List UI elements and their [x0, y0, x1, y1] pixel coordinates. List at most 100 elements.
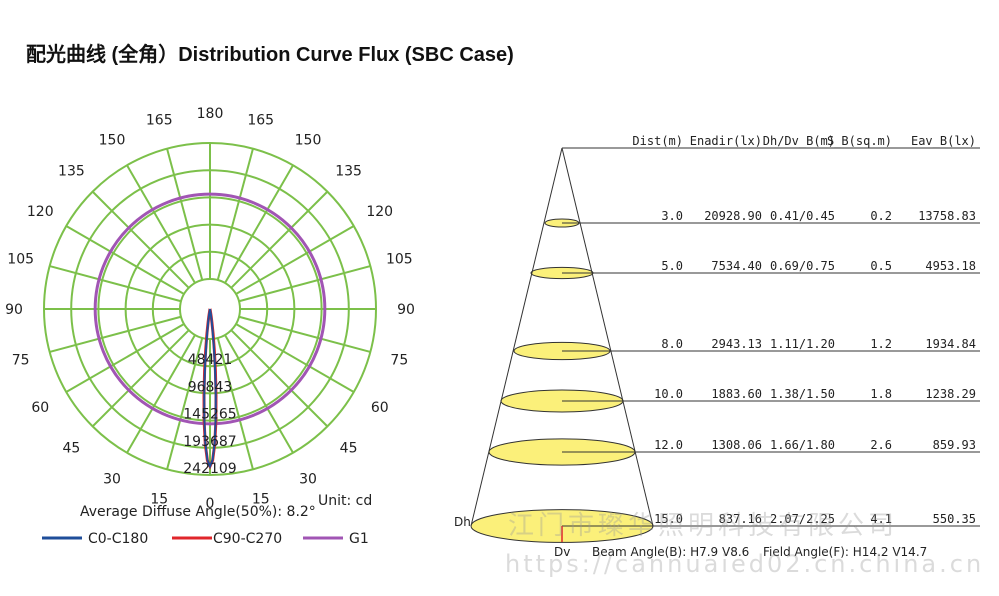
watermark-url: https://cannuaied02.cn.china.cn [505, 550, 984, 578]
ring-label-2: 96843 [188, 379, 233, 395]
polar-spoke-210 [126, 164, 196, 284]
ring-label-5: 242109 [183, 461, 236, 477]
angle-label-left-75: 75 [12, 353, 30, 369]
polar-spoke-45 [230, 329, 329, 428]
angle-label-right-45: 45 [340, 441, 358, 457]
angle-label-left-15: 15 [150, 491, 168, 507]
table-cell-1-1: 7534.40 [711, 259, 762, 273]
series-g1 [93, 192, 327, 426]
ring-label-1: 48421 [188, 352, 233, 368]
polar-spoke-105 [238, 265, 371, 303]
dv-label: Dv [554, 545, 570, 559]
table-cell-5-3: 4.1 [870, 512, 892, 526]
legend-label-g1: G1 [349, 531, 369, 547]
field-angle-label: Field Angle(F): H14.2 V14.7 [763, 545, 927, 559]
table-cell-1-3: 0.5 [870, 259, 892, 273]
table-cell-3-2: 1.38/1.50 [770, 387, 835, 401]
table-header-1: Enadir(lx) [690, 134, 762, 148]
unit-label: Unit: cd [318, 493, 372, 509]
watermark: 江门市璨华照明科技有限公司 https://cannuaied02.cn.chi… [505, 511, 984, 578]
table-cell-3-3: 1.8 [870, 387, 892, 401]
polar-spoke-285 [49, 315, 182, 353]
angle-label-right-15: 15 [252, 491, 270, 507]
angle-label-right-150: 150 [295, 132, 322, 148]
cone-table: Dist(m) Enadir(lx) Dh/Dv_B(m)S_B(sq.m) Eav_… [632, 134, 976, 526]
polar-spoke-195 [166, 148, 204, 281]
angle-label-left-120: 120 [27, 204, 54, 220]
page-title: 配光曲线 (全角）Distribution Curve Flux (SBC Ca… [26, 44, 514, 66]
polar-spoke-60 [235, 323, 355, 393]
polar-spoke-315 [91, 329, 190, 428]
angle-label-right-90: 90 [397, 302, 415, 318]
polar-spoke-330 [126, 334, 196, 454]
angle-label-left-150: 150 [99, 132, 126, 148]
legend-label-c0: C0-C180 [88, 531, 148, 547]
polar-spoke-75 [238, 315, 371, 353]
polar-curves [93, 192, 327, 470]
watermark-company: 江门市璨华照明科技有限公司 [508, 511, 898, 541]
table-cell-0-1: 20928.90 [704, 209, 762, 223]
polar-spoke-225 [91, 190, 190, 289]
angle-label-right-135: 135 [335, 163, 362, 179]
angle-label-right-165: 165 [247, 113, 274, 129]
table-cell-2-1: 2943.13 [711, 337, 762, 351]
table-cell-5-0: 15.0 [654, 512, 683, 526]
polar-grid [43, 142, 377, 476]
polar-spoke-165 [216, 148, 254, 281]
polar-spoke-15 [216, 337, 254, 470]
polar-spoke-300 [65, 323, 185, 393]
angle-label-right-60: 60 [371, 400, 389, 416]
table-cell-4-1: 1308.06 [711, 438, 762, 452]
table-header-2: Dh/Dv_B(m) [763, 134, 835, 148]
table-cell-3-4: 1238.29 [925, 387, 976, 401]
table-cell-0-0: 3.0 [661, 209, 683, 223]
ring-label-4: 193687 [183, 434, 236, 450]
series-c0-c180 [203, 308, 217, 469]
polar-spoke-240 [65, 225, 185, 295]
table-cell-0-3: 0.2 [870, 209, 892, 223]
angle-label-right-75: 75 [390, 353, 408, 369]
angle-label-left-30: 30 [103, 472, 121, 488]
table-cell-2-2: 1.11/1.20 [770, 337, 835, 351]
polar-spoke-135 [230, 190, 329, 289]
polar-spoke-255 [49, 265, 182, 303]
angle-label-top: 180 [197, 106, 224, 122]
table-cell-3-0: 10.0 [654, 387, 683, 401]
ring-label-3: 145265 [183, 407, 236, 423]
legend-label-c90: C90-C270 [213, 531, 282, 547]
table-cell-3-1: 1883.60 [711, 387, 762, 401]
cone-side-right [561, 147, 654, 527]
angle-label-left-45: 45 [62, 441, 80, 457]
table-cell-1-0: 5.0 [661, 259, 683, 273]
angle-label-bottom: 0 [206, 496, 215, 512]
table-cell-2-0: 8.0 [661, 337, 683, 351]
table-cell-4-2: 1.66/1.80 [770, 438, 835, 452]
table-cell-4-0: 12.0 [654, 438, 683, 452]
table-cell-2-4: 1934.84 [925, 337, 976, 351]
polar-spoke-30 [224, 334, 294, 454]
beam-angle-label: Beam Angle(B): H7.9 V8.6 [592, 545, 749, 559]
table-cell-2-3: 1.2 [870, 337, 892, 351]
average-diffuse-angle-label: Average Diffuse Angle(50%): 8.2° [80, 504, 316, 520]
table-header-0: Dist(m) [632, 134, 683, 148]
table-cell-0-2: 0.41/0.45 [770, 209, 835, 223]
table-cell-4-4: 859.93 [933, 438, 976, 452]
angle-label-left-90: 90 [5, 302, 23, 318]
angle-label-right-120: 120 [366, 204, 393, 220]
table-cell-1-2: 0.69/0.75 [770, 259, 835, 273]
cone-side-left [470, 147, 563, 527]
table-header-3: S_B(sq.m) [827, 134, 892, 148]
table-cell-5-4: 550.35 [933, 512, 976, 526]
angle-label-left-165: 165 [146, 113, 173, 129]
table-cell-5-2: 2.07/2.25 [770, 512, 835, 526]
angle-label-left-60: 60 [31, 400, 49, 416]
angle-label-right-30: 30 [299, 472, 317, 488]
angle-label-right-105: 105 [386, 251, 413, 267]
dh-label: Dh [454, 515, 471, 529]
table-cell-5-1: 837.16 [719, 512, 762, 526]
table-cell-4-3: 2.6 [870, 438, 892, 452]
polar-spoke-150 [224, 164, 294, 284]
table-header-4: Eav_B(lx) [911, 134, 976, 148]
